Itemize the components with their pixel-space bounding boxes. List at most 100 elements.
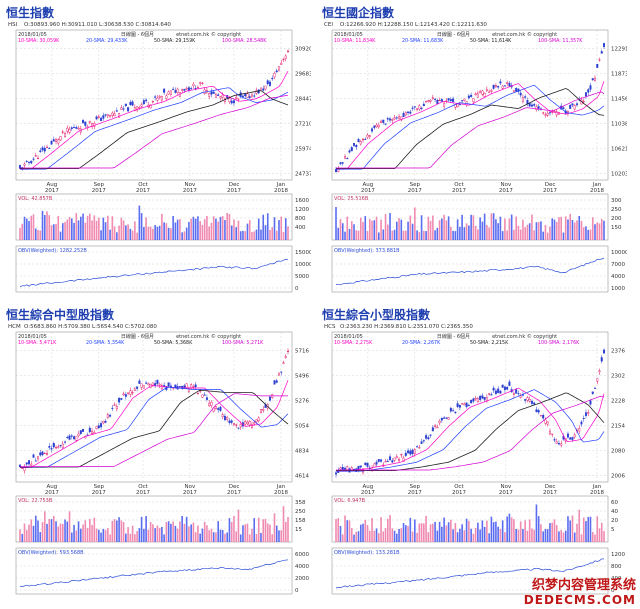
volume-bar	[199, 533, 201, 542]
volume-bar	[201, 528, 204, 542]
volume-bar	[603, 220, 605, 240]
candle-body	[377, 459, 380, 462]
panel-chart: HCS O:2363.230 H:2369.810 L:2351.070 C:23…	[324, 324, 625, 595]
candle-body	[463, 403, 466, 406]
volume-bar	[210, 528, 213, 542]
price-tick-label: 2228	[611, 399, 625, 405]
volume-bar	[104, 222, 107, 240]
candle-body	[501, 384, 504, 388]
volume-bar	[55, 223, 57, 240]
price-tick-label: 2302	[611, 374, 625, 380]
obv-label: OBV(Weighted): 593.568B	[18, 550, 84, 556]
candle-body	[190, 88, 193, 90]
candle-body	[228, 98, 231, 103]
candle-body	[210, 91, 213, 95]
volume-bar	[212, 216, 215, 240]
volume-bar	[463, 530, 466, 542]
sma-line-2	[336, 389, 605, 472]
volume-bar	[580, 221, 583, 240]
candle-body	[377, 124, 380, 128]
obv-tick-label: 15000	[295, 250, 311, 256]
volume-bar	[37, 520, 39, 542]
volume-bar	[273, 217, 276, 240]
candle-body	[472, 98, 475, 102]
candle-body	[425, 435, 428, 439]
volume-bar	[129, 533, 132, 542]
volume-bar	[122, 522, 125, 542]
volume-bar	[391, 528, 394, 542]
volume-bar	[423, 523, 425, 542]
price-tick-label: 2376	[611, 349, 625, 355]
volume-bar	[237, 509, 240, 542]
volume-bar	[183, 231, 186, 240]
obv-tick-label: 2000	[295, 576, 309, 582]
year-label: 2017	[136, 188, 150, 194]
candle-body	[573, 105, 576, 110]
candle-body	[201, 82, 204, 84]
volume-bar	[156, 226, 159, 240]
candle-body	[167, 382, 170, 387]
candle-body	[174, 90, 177, 93]
month-label: Sep	[94, 182, 105, 188]
volume-bar	[167, 227, 170, 240]
volume-bar	[102, 217, 105, 240]
candle-body	[512, 393, 515, 395]
volume-bar	[203, 521, 206, 542]
candle-body	[508, 83, 511, 87]
volume-bar	[122, 220, 125, 240]
sma-legend-1: 10-SMA: 11,834K	[334, 38, 376, 44]
candle-body	[546, 113, 549, 116]
volume-bar	[64, 221, 66, 240]
volume-bar	[100, 532, 102, 542]
volume-bar	[564, 530, 567, 542]
month-label: Jan	[276, 484, 286, 490]
volume-bar	[571, 515, 574, 542]
volume-bar	[21, 223, 24, 240]
candle-body	[55, 447, 58, 449]
candle-body	[232, 423, 235, 425]
candle-body	[181, 89, 184, 91]
candle-body	[422, 440, 425, 442]
candle-body	[255, 419, 258, 422]
obv-tick-label: 6000	[295, 552, 309, 558]
price-tick-label: 11038	[611, 121, 627, 127]
chart-frequency: 日線圖 - 6個月	[437, 333, 470, 340]
candle-body	[250, 424, 253, 429]
candle-body	[481, 90, 484, 95]
volume-bar	[456, 532, 459, 542]
candle-body	[111, 112, 114, 116]
volume-bar	[84, 520, 87, 542]
volume-bar	[594, 534, 596, 542]
volume-bar	[353, 224, 355, 240]
candle-body	[84, 121, 87, 126]
volume-bar	[501, 520, 504, 542]
volume-bar	[405, 525, 407, 542]
volume-bar	[454, 523, 457, 542]
candle-body	[41, 451, 44, 456]
candle-body	[140, 383, 143, 388]
volume-bar	[492, 213, 495, 240]
volume-bar	[221, 216, 224, 240]
volume-bar	[517, 225, 520, 240]
volume-bar	[125, 225, 127, 240]
obv-tick-label: 5000	[295, 274, 309, 280]
candle-body	[100, 117, 103, 121]
candle-body	[136, 106, 139, 111]
candle-body	[79, 430, 82, 434]
sma-line-1	[336, 387, 605, 472]
volume-bar	[43, 215, 46, 240]
candle-body	[425, 101, 428, 103]
candle-body	[115, 405, 118, 410]
candle-body	[160, 96, 163, 101]
candle-body	[282, 59, 285, 61]
volume-bar	[506, 516, 508, 542]
candle-body	[429, 434, 432, 436]
candle-body	[569, 437, 572, 440]
volume-bar	[481, 221, 484, 240]
year-label: 2017	[361, 188, 375, 194]
volume-bar	[486, 520, 488, 542]
volume-bar	[165, 522, 168, 542]
candle-body	[416, 108, 419, 110]
candle-body	[535, 409, 538, 413]
month-label: Aug	[47, 182, 58, 188]
